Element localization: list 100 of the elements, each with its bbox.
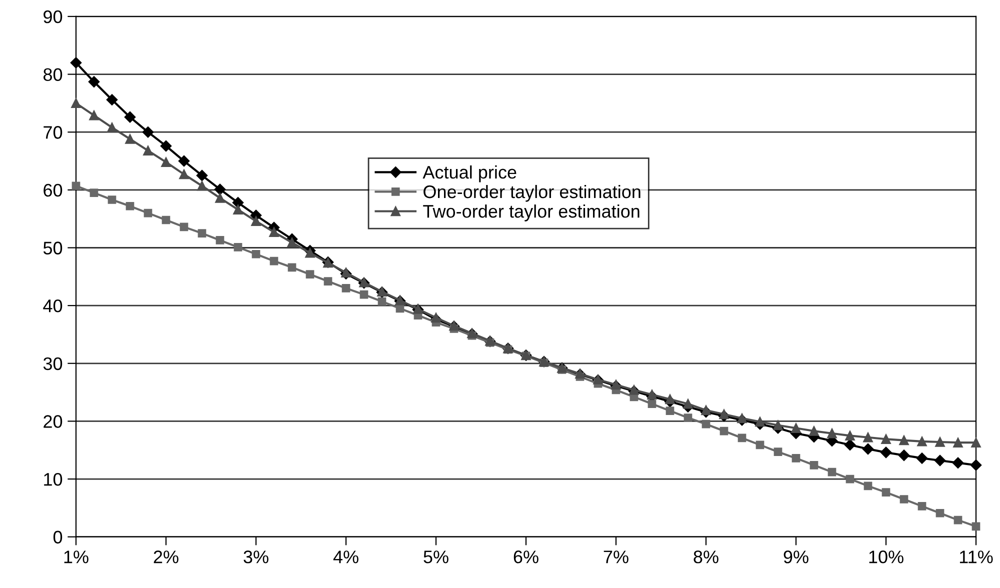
point — [198, 229, 206, 238]
point — [917, 436, 927, 446]
point — [845, 430, 855, 441]
point — [916, 452, 928, 464]
point — [953, 438, 963, 448]
legend-label: Two-order taylor estimation — [423, 204, 640, 222]
point — [880, 446, 892, 458]
x-tick-label: 6% — [514, 550, 538, 564]
point — [143, 146, 153, 156]
point — [126, 202, 134, 210]
point — [342, 284, 350, 292]
y-tick-label: 50 — [43, 242, 62, 254]
x-tick-label: 4% — [333, 550, 358, 564]
point — [215, 193, 225, 203]
y-tick-label: 20 — [44, 415, 62, 428]
y-tick-label: 90 — [44, 10, 62, 24]
point — [737, 413, 747, 424]
point — [773, 420, 783, 430]
y-tick-label: 30 — [43, 357, 62, 370]
x-tick-label: 9% — [784, 550, 808, 564]
point — [809, 426, 819, 436]
point — [683, 398, 693, 409]
point — [862, 443, 874, 455]
x-tick-label: 11% — [960, 550, 993, 564]
point — [360, 290, 368, 299]
point — [180, 222, 188, 232]
point — [970, 460, 982, 471]
point — [106, 94, 118, 106]
point — [882, 488, 890, 496]
point — [756, 440, 764, 450]
point — [971, 438, 981, 448]
x-tick-label: 3% — [244, 550, 268, 564]
x-tick-label: 10% — [869, 550, 904, 564]
y-tick-label: 60 — [44, 184, 62, 197]
point — [162, 216, 170, 224]
point — [881, 434, 891, 444]
point — [701, 405, 711, 416]
point — [774, 448, 782, 456]
point — [810, 460, 818, 470]
point — [755, 416, 765, 427]
point — [898, 450, 910, 461]
point — [305, 248, 315, 258]
point — [954, 516, 962, 524]
point — [952, 457, 964, 468]
point — [216, 236, 224, 244]
x-tick-label: 1% — [64, 550, 88, 564]
point — [378, 297, 386, 306]
point — [90, 188, 98, 197]
point — [720, 426, 728, 436]
point — [160, 140, 172, 152]
point — [107, 122, 117, 132]
point — [125, 134, 135, 144]
point — [935, 437, 945, 447]
point — [828, 468, 836, 476]
point — [792, 454, 800, 462]
x-tick-label: 5% — [424, 550, 448, 564]
point — [341, 268, 351, 278]
point — [108, 196, 116, 204]
point — [196, 170, 208, 182]
point — [934, 454, 946, 466]
y-tick-label: 10 — [44, 472, 62, 486]
point — [252, 250, 260, 258]
point — [89, 110, 99, 120]
point — [233, 204, 243, 214]
point — [918, 502, 926, 510]
point — [936, 508, 944, 518]
point — [287, 238, 297, 248]
point — [288, 263, 296, 272]
point — [234, 243, 242, 252]
point — [900, 495, 908, 504]
point — [179, 169, 189, 180]
point — [791, 423, 801, 434]
point — [846, 474, 854, 484]
point — [972, 522, 980, 531]
point — [738, 434, 746, 442]
point — [629, 385, 639, 395]
point — [864, 482, 872, 490]
point — [666, 406, 674, 415]
y-tick-label: 70 — [44, 126, 62, 139]
point — [719, 409, 729, 420]
point — [324, 277, 332, 286]
point — [178, 155, 190, 167]
point — [88, 76, 100, 88]
point — [124, 111, 136, 123]
point — [844, 439, 856, 451]
point — [863, 432, 873, 442]
point — [648, 400, 656, 408]
y-tick-label: 40 — [43, 300, 62, 312]
y-tick-label: 80 — [44, 68, 62, 82]
x-tick-label: 8% — [694, 550, 718, 564]
point — [197, 181, 207, 191]
point — [702, 420, 710, 428]
point — [251, 216, 261, 226]
point — [665, 394, 675, 404]
point — [214, 184, 226, 195]
point — [142, 126, 154, 138]
x-tick-label: 7% — [604, 550, 628, 564]
point — [144, 208, 152, 218]
point — [71, 98, 81, 108]
point — [647, 390, 657, 400]
